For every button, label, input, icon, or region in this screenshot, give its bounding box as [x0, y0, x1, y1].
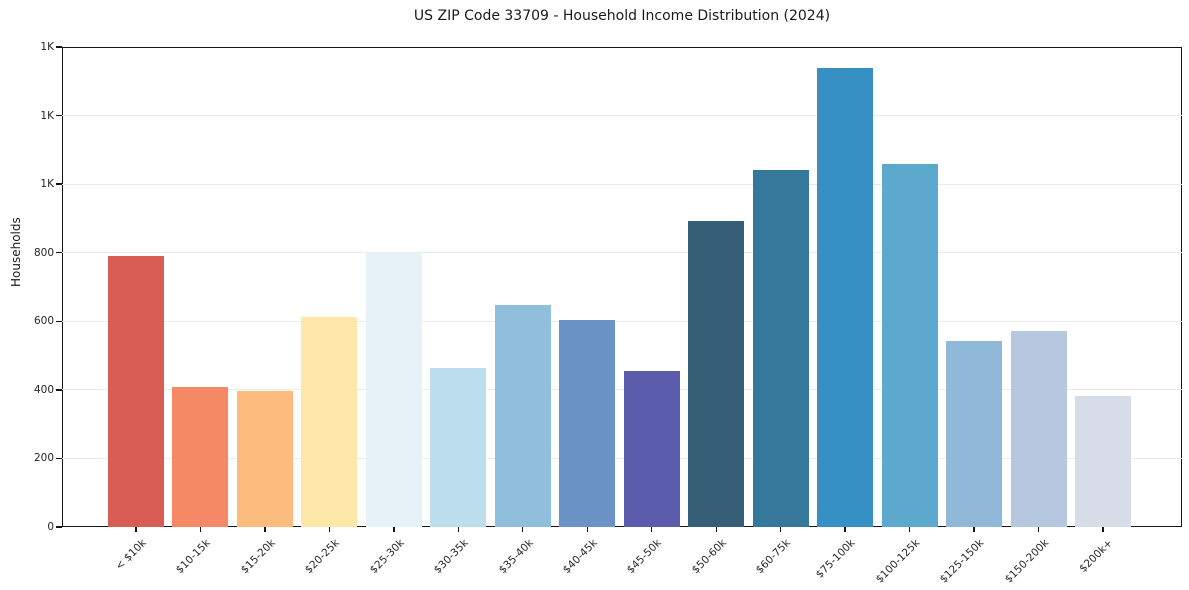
x-tick-mark [522, 527, 524, 532]
x-tick-mark [135, 527, 137, 532]
x-tick-label: $45-50k [625, 537, 665, 577]
y-tick-mark [56, 252, 62, 254]
x-tick-label: $75-100k [813, 537, 858, 581]
x-tick-mark [199, 527, 202, 532]
y-tick-mark [56, 114, 62, 117]
y-tick-label: 1K [40, 41, 54, 53]
x-tick-label: $150-200k [1002, 537, 1052, 586]
bar [1075, 395, 1131, 527]
bar [236, 390, 293, 527]
bar [172, 387, 229, 527]
y-tick-label: 400 [33, 383, 54, 396]
y-tick-label: 1K [40, 178, 54, 191]
x-tick-label: $20-25k [302, 537, 342, 577]
y-tick-label: 1K [40, 109, 54, 122]
x-tick-label: $15-20k [238, 537, 278, 577]
bar [688, 220, 745, 527]
gridline [62, 457, 1182, 459]
gridline [62, 389, 1182, 391]
bar [430, 367, 487, 527]
x-tick-mark [457, 527, 460, 532]
y-tick-mark [56, 46, 62, 48]
x-tick-mark [586, 527, 588, 532]
x-tick-mark [264, 527, 266, 532]
x-tick-label: $30-35k [431, 537, 471, 577]
bar [365, 251, 422, 527]
gridline [62, 320, 1182, 322]
bar [1010, 330, 1067, 527]
x-tick-mark [715, 527, 717, 532]
bar [946, 340, 1003, 527]
x-tick-mark [1037, 527, 1040, 532]
bar [881, 164, 938, 527]
chart-title: US ZIP Code 33709 - Household Income Dis… [413, 8, 831, 24]
x-tick-label: $25-30k [367, 537, 407, 577]
x-tick-mark [779, 527, 782, 532]
y-tick-label: 800 [33, 246, 54, 259]
x-tick-mark [973, 527, 975, 532]
y-tick-mark [56, 457, 62, 460]
bar [817, 67, 874, 527]
x-tick-label: $60-75k [754, 537, 794, 577]
x-tick-label: $10-15k [173, 537, 213, 577]
bar [559, 319, 616, 527]
y-tick-mark [56, 183, 62, 185]
y-tick-mark [56, 526, 62, 528]
y-tick-label: 0 [47, 521, 54, 533]
x-tick-label: $125-150k [938, 537, 987, 586]
y-tick-label: 600 [33, 315, 54, 328]
x-tick-label: $200k+ [1077, 537, 1116, 575]
x-tick-mark [908, 527, 911, 532]
x-tick-label: $100-125k [873, 537, 923, 586]
bar [108, 256, 164, 527]
bar [301, 316, 358, 527]
y-tick-mark [56, 389, 62, 391]
x-tick-mark [393, 527, 395, 532]
x-tick-label: $40-45k [560, 537, 600, 577]
y-tick-label: 200 [33, 452, 54, 465]
y-tick-mark [56, 320, 62, 322]
x-tick-mark [844, 527, 846, 532]
x-tick-label: < $10k [112, 537, 149, 573]
x-tick-mark [328, 527, 331, 532]
x-tick-mark [1102, 527, 1104, 532]
bar [752, 169, 809, 527]
bar [494, 304, 551, 527]
gridline [62, 115, 1182, 117]
x-tick-mark [651, 527, 653, 532]
gridline [62, 183, 1182, 185]
bar [623, 371, 680, 527]
gridline [62, 252, 1182, 254]
x-tick-label: $50-60k [689, 537, 729, 577]
x-tick-label: $35-40k [496, 537, 536, 577]
